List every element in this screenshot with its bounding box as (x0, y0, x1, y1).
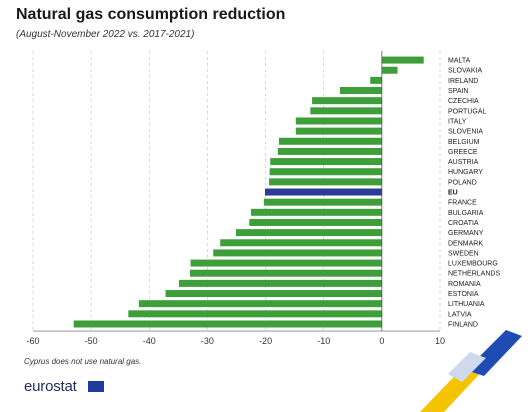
category-label: LUXEMBOURG (448, 261, 498, 268)
x-tick-label: -50 (85, 336, 98, 346)
axes: -60 -50 -40 -30 -20 -10 0 10 (26, 51, 445, 346)
bar-greece (277, 147, 382, 155)
blue-stripe (466, 330, 522, 376)
bar-slovakia (381, 66, 398, 74)
bar-france (263, 198, 382, 206)
bar-estonia (165, 290, 382, 298)
bar-italy (295, 117, 382, 125)
bar-malta (381, 56, 424, 64)
x-tick-label: 0 (379, 336, 384, 346)
category-label: FRANCE (448, 200, 477, 207)
category-label: GREECE (448, 149, 478, 156)
category-label: SWEDEN (448, 250, 479, 257)
category-label: POLAND (448, 179, 477, 186)
x-tick-label: -60 (26, 336, 39, 346)
bar-romania (178, 279, 382, 287)
bar-czechia (312, 97, 382, 105)
bar-sweden (213, 249, 382, 257)
category-label: EU (448, 190, 458, 197)
x-tick-label: 10 (435, 336, 445, 346)
category-label: LITHUANIA (448, 301, 485, 308)
category-label: CROATIA (448, 220, 479, 227)
x-tick-label: -10 (317, 336, 330, 346)
bar-portugal (310, 107, 382, 115)
bar-netherlands (189, 269, 382, 277)
bar-poland (269, 178, 382, 186)
category-label: MALTA (448, 58, 471, 65)
bar-luxembourg (190, 259, 382, 267)
category-label: ITALY (448, 118, 467, 125)
category-label: DENMARK (448, 240, 483, 247)
category-label: BULGARIA (448, 210, 484, 217)
light-stripe (448, 352, 486, 382)
category-label: BELGIUM (448, 139, 480, 146)
category-label: ROMANIA (448, 281, 481, 288)
category-label: HUNGARY (448, 169, 483, 176)
category-label: CZECHIA (448, 98, 479, 105)
bar-belgium (278, 137, 382, 145)
bar-austria (270, 158, 382, 166)
eu-flag-icon (88, 381, 104, 392)
chart-subtitle: (August-November 2022 vs. 2017-2021) (16, 29, 195, 40)
bar-croatia (249, 218, 382, 226)
bars (73, 56, 424, 328)
bar-finland (73, 320, 382, 328)
x-tick-label: -20 (259, 336, 272, 346)
bar-spain (339, 87, 382, 95)
bar-bulgaria (251, 208, 382, 216)
bar-lithuania (138, 300, 382, 308)
category-label: SLOVENIA (448, 129, 483, 136)
chart-title: Natural gas consumption reduction (16, 6, 286, 23)
category-labels: MALTA SLOVAKIA IRELAND SPAIN CZECHIA PORTUGAL… (448, 58, 500, 329)
category-label: AUSTRIA (448, 159, 479, 166)
category-label: IRELAND (448, 78, 478, 85)
bar-ireland (370, 76, 382, 84)
x-tick-label: -40 (143, 336, 156, 346)
corner-decoration (420, 330, 522, 412)
bar-denmark (220, 239, 382, 247)
bar-latvia (128, 310, 382, 318)
x-tick-label: -30 (201, 336, 214, 346)
eurostat-logo: eurostat (24, 378, 77, 395)
category-label: PORTUGAL (448, 108, 486, 115)
category-label: NETHERLANDS (448, 271, 500, 278)
category-label: ESTONIA (448, 291, 479, 298)
category-label: SPAIN (448, 88, 469, 95)
bar-eu (264, 188, 382, 196)
footnote: Cyprus does not use natural gas. (24, 357, 142, 366)
category-label: GERMANY (448, 230, 484, 237)
category-label: LATVIA (448, 311, 472, 318)
category-label: FINLAND (448, 321, 478, 328)
category-label: SLOVAKIA (448, 68, 482, 75)
bar-hungary (269, 168, 382, 176)
bar-slovenia (295, 127, 382, 135)
bar-germany (235, 229, 382, 237)
